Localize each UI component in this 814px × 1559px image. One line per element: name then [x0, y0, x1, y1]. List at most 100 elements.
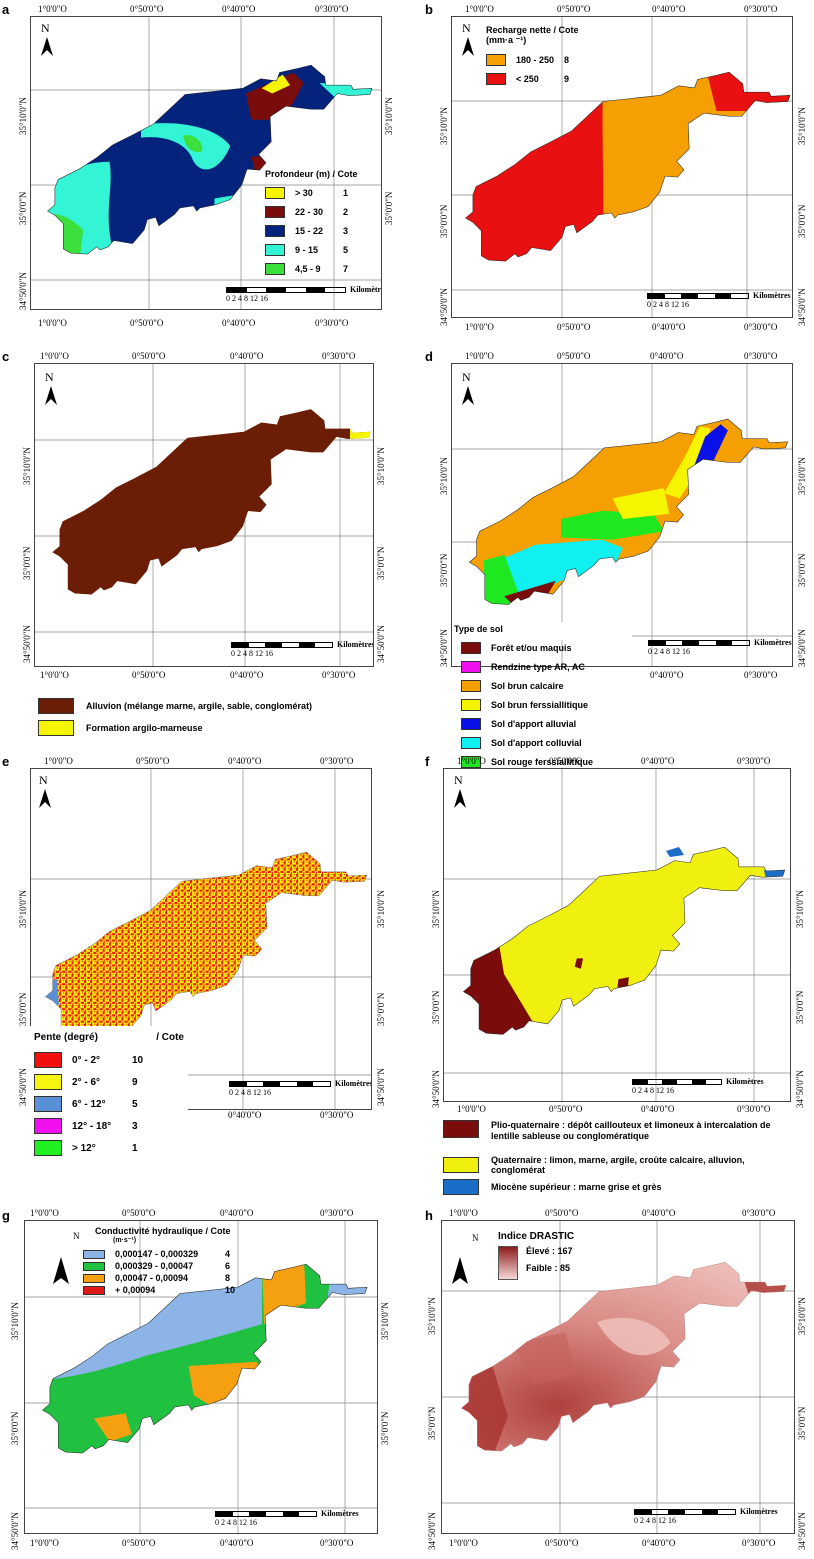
lat-label: 35°0'0"N [22, 546, 32, 580]
lon-label: 1°0'0"O [38, 4, 67, 14]
drastic-zone [513, 1332, 576, 1385]
conductivity-zone [327, 1275, 367, 1303]
lat-label: 35°0'0"N [439, 204, 449, 238]
lat-label: 35°0'0"N [384, 191, 394, 225]
lat-label: 35°10'0"N [22, 447, 32, 485]
lat-label: 35°0'0"N [795, 990, 805, 1024]
legend-swatch [461, 679, 481, 692]
legend-swatch [38, 720, 74, 736]
legend-swatch [461, 698, 481, 711]
lon-label: 0°30'0"O [744, 351, 778, 361]
map-lithology [35, 364, 373, 666]
slope-zone [45, 978, 59, 1008]
lat-label: 35°10'0"N [18, 97, 28, 135]
legend-swatch [443, 1120, 479, 1138]
legend-swatch [461, 641, 481, 654]
lat-label: 35°0'0"N [439, 553, 449, 587]
map-frame: N 0 2 4 8 12 16 Kilomètres [34, 363, 374, 667]
geology-zone [574, 958, 584, 969]
legend-swatch [83, 1285, 105, 1295]
legend-swatch [461, 755, 481, 768]
soil-zone [653, 539, 675, 571]
map-frame: N Indice DRASTIC Élevé : 167 Faible : 85… [441, 1220, 795, 1534]
lon-label: 0°30'0"O [322, 351, 356, 361]
soil-zone [664, 521, 685, 538]
depth-zone [141, 123, 231, 170]
legend-swatch [265, 186, 285, 199]
lon-label: 0°30'0"O [744, 322, 778, 332]
legend-swatch [34, 1140, 62, 1156]
lon-label: 0°30'0"O [742, 1208, 776, 1218]
lon-label: 0°30'0"O [315, 318, 349, 328]
legend: Profondeur (m) / Cote > 30 1 22 - 30 2 15 … [265, 169, 358, 275]
north-arrow: N [41, 370, 61, 406]
lon-label: 0°50'0"O [557, 351, 591, 361]
legend: Type de sol [452, 622, 632, 640]
lat-label: 35°10'0"N [376, 447, 386, 485]
legend: Conductivité hydraulique / Cote (m·s⁻¹) … [83, 1226, 235, 1296]
lat-label: 34°50'0"N [376, 1068, 386, 1106]
panel-label: e [2, 754, 10, 769]
legend-swatch [38, 698, 74, 714]
panel-f: f 1°0'0"O 0°50'0"O 0°40'0"O 0°30'0"O [407, 748, 814, 1198]
north-arrow: N [458, 370, 478, 406]
panel-label: b [425, 2, 433, 17]
lon-label: 0°50'0"O [557, 322, 591, 332]
lat-label: 35°0'0"N [797, 1406, 807, 1440]
lat-label: 34°50'0"N [10, 1512, 20, 1550]
legend-swatch [265, 243, 285, 256]
lat-label: 35°10'0"N [376, 890, 386, 928]
panel-label: a [2, 2, 10, 17]
lon-label: 0°30'0"O [320, 756, 354, 766]
panel-a: a 1°0'0"O 0°50'0"O 0°40'0"O 0°30'0"O [0, 0, 407, 340]
lat-label: 35°0'0"N [431, 990, 441, 1024]
legend-swatch [34, 1096, 62, 1112]
lon-label: 0°40'0"O [650, 670, 684, 680]
lat-label: 35°10'0"N [797, 457, 807, 495]
lat-label: 34°50'0"N [18, 1068, 28, 1106]
lon-label: 1°0'0"O [465, 322, 494, 332]
map-frame: N Conductivité hydraulique / Cote (m·s⁻¹… [24, 1220, 378, 1534]
lon-label: 0°50'0"O [132, 351, 166, 361]
lon-label: 1°0'0"O [30, 1538, 59, 1548]
lithology-zone [52, 409, 371, 595]
lon-label: 0°40'0"O [222, 318, 256, 328]
panel-e: e 1°0'0"O 0°50'0"O 0°40'0"O 0°30'0"O N [0, 748, 407, 1198]
legend-swatch [461, 717, 481, 730]
lon-label: 1°0'0"O [449, 1538, 478, 1548]
lon-label: 0°40'0"O [642, 1538, 676, 1548]
depth-zone [183, 135, 203, 153]
lon-label: 0°30'0"O [737, 756, 771, 766]
map-soil [452, 364, 792, 666]
conductivity-zone [261, 1264, 307, 1324]
lon-label: 0°30'0"O [737, 1104, 771, 1114]
panel-label: f [425, 754, 430, 769]
drastic-zone [461, 1262, 786, 1452]
lat-label: 35°0'0"N [10, 1411, 20, 1445]
drastic-zone [743, 1279, 786, 1297]
north-arrow: N [450, 773, 470, 809]
geology-zone [647, 1000, 656, 1026]
depth-zone [214, 193, 252, 225]
lon-label: 0°50'0"O [130, 4, 164, 14]
lon-label: 1°0'0"O [40, 670, 69, 680]
lat-label: 35°10'0"N [795, 890, 805, 928]
lat-label: 34°50'0"N [797, 288, 807, 326]
legend-swatch [486, 53, 506, 66]
panel-d: d 1°0'0"O 0°50'0"O 0°40'0"O 0°30'0"O [407, 345, 814, 768]
panel-label: h [425, 1208, 433, 1223]
lon-label: 0°40'0"O [650, 351, 684, 361]
soil-zone [684, 516, 701, 532]
lon-label: 1°0'0"O [449, 1208, 478, 1218]
lat-label: 35°10'0"N [10, 1302, 20, 1340]
lat-label: 35°0'0"N [380, 1411, 390, 1445]
lon-label: 0°40'0"O [652, 322, 686, 332]
lon-label: 0°50'0"O [549, 756, 583, 766]
lon-label: 0°30'0"O [315, 4, 349, 14]
lon-label: 0°50'0"O [132, 670, 166, 680]
lon-label: 1°0'0"O [38, 318, 67, 328]
legend-swatch [83, 1273, 105, 1283]
legend-swatch [265, 205, 285, 218]
legend-swatch [265, 262, 285, 275]
lon-label: 1°0'0"O [457, 1104, 486, 1114]
